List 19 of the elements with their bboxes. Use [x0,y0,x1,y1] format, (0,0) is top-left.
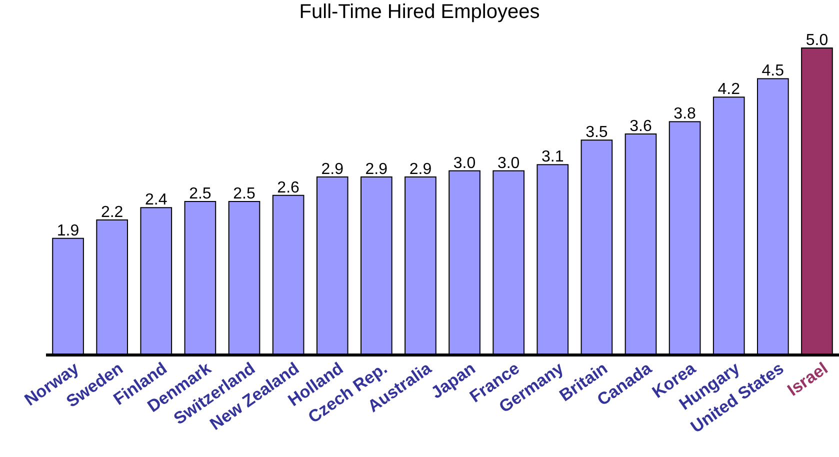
data-label: 3.6 [630,118,652,135]
data-label: 2.5 [189,186,212,202]
data-label: 3.0 [453,154,476,172]
data-label: 2.4 [145,192,168,209]
data-label: 2.9 [321,160,344,178]
data-label: 2.9 [409,160,432,178]
data-label: 4.2 [718,81,740,98]
data-label: 4.5 [762,62,784,80]
data-label: 2.6 [277,179,300,196]
data-label: 2.9 [365,160,388,178]
data-label: 2.5 [233,186,256,202]
data-label: 2.2 [100,204,124,221]
chart-title: Full-Time Hired Employees [299,1,540,23]
data-label: 3.0 [497,154,520,172]
data-label: 1.9 [56,222,80,240]
data-label: 3.5 [586,124,608,142]
data-label: 5.0 [806,32,828,49]
data-label: 3.1 [542,148,564,166]
data-label: 3.8 [674,106,696,123]
